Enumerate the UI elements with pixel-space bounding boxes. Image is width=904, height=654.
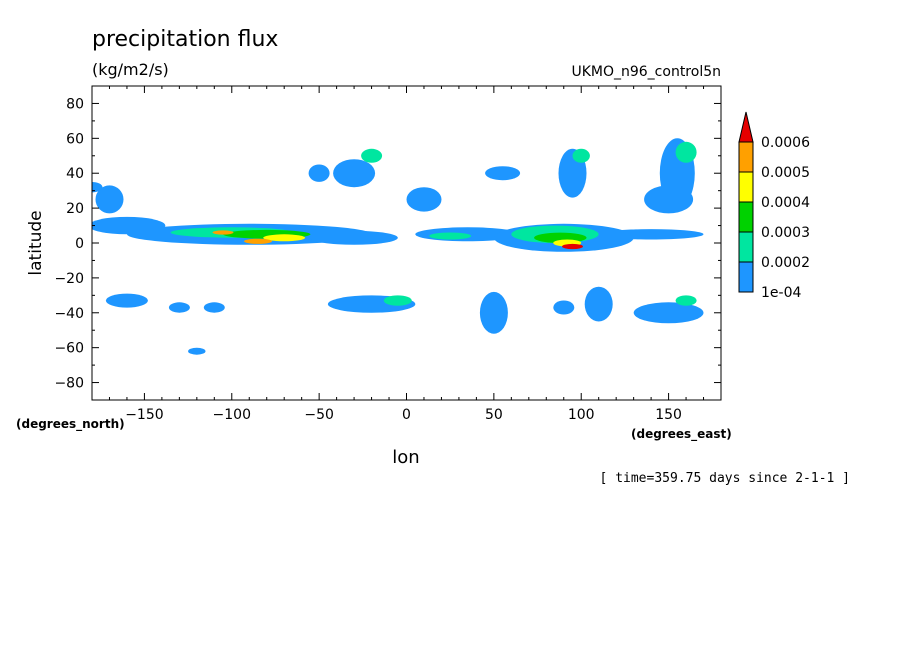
plot-area: [92, 138, 704, 355]
precip-feature-31: [584, 286, 613, 322]
x-axis-label: lon: [392, 447, 419, 468]
x-tick-label-1: −100: [213, 407, 251, 423]
y-tick-label-2: 40: [66, 166, 84, 182]
colorbar-segment-3: [738, 171, 754, 203]
precip-feature-38: [92, 182, 103, 193]
precip-feature-25: [308, 164, 330, 182]
colorbar-label-2: 0.0003: [761, 225, 810, 241]
y-tick-label-7: −60: [54, 341, 84, 357]
precip-feature-24: [485, 166, 521, 181]
y-tick-label-6: −40: [54, 306, 84, 322]
x-tick-label-5: 100: [568, 407, 595, 423]
precip-feature-26: [95, 185, 124, 214]
y-tick-label-3: 20: [66, 201, 84, 217]
precip-feature-35: [203, 302, 225, 313]
precip-feature-4: [263, 234, 306, 242]
colorbar-extend-arrow: [738, 111, 754, 143]
x-tick-label-6: 150: [655, 407, 682, 423]
colorbar-label-4: 0.0005: [761, 165, 810, 181]
precip-feature-14: [562, 243, 583, 250]
dataset-label: UKMO_n96_control5n: [571, 64, 721, 80]
colorbar-segment-4: [738, 141, 754, 173]
precip-feature-27: [105, 293, 148, 308]
x-tick-label-4: 50: [485, 407, 503, 423]
axes: −150 −100 −50 0 50 100 150 80 60 40 20 0 −20 −40 −60 −8…: [54, 86, 721, 423]
precip-feature-6: [212, 230, 234, 235]
x-tick-label-3: 0: [402, 407, 411, 423]
colorbar-segment-0: [738, 261, 754, 293]
chart-title: precipitation flux: [92, 27, 278, 52]
colorbar-segment-2: [738, 201, 754, 233]
precip-feature-20: [572, 148, 590, 163]
precip-feature-18: [644, 185, 694, 214]
precip-feature-7: [310, 230, 398, 245]
colorbar-label-5: 0.0006: [761, 135, 810, 151]
colorbar-segment-1: [738, 231, 754, 263]
time-label: [ time=359.75 days since 2-1-1 ]: [600, 471, 850, 486]
y-axis-label: latitude: [26, 210, 46, 275]
y-tick-label-8: −80: [54, 376, 84, 392]
precip-feature-34: [168, 302, 190, 313]
precip-feature-21: [406, 187, 442, 212]
precip-feature-17: [675, 141, 697, 163]
precip-feature-23: [361, 148, 383, 163]
precip-feature-37: [188, 347, 206, 355]
y-units-label: (degrees_north): [16, 417, 125, 432]
precip-feature-36: [553, 300, 575, 315]
x-tick-label-2: −50: [304, 407, 334, 423]
x-tick-label-0: −150: [125, 407, 163, 423]
y-tick-label-0: 80: [66, 96, 84, 112]
precip-feature-32: [633, 302, 704, 324]
precip-feature-9: [429, 232, 472, 240]
colorbar-label-1: 0.0002: [761, 255, 810, 271]
precip-feature-29: [383, 295, 412, 306]
y-tick-label-4: 0: [75, 236, 84, 252]
colorbar-label-3: 0.0004: [761, 195, 810, 211]
y-tick-label-5: −20: [54, 271, 84, 287]
precip-feature-22: [333, 159, 376, 188]
y-tick-label-1: 60: [66, 131, 84, 147]
precip-feature-15: [598, 229, 704, 240]
colorbar-label-0: 1e-04: [761, 285, 801, 301]
precip-feature-33: [675, 295, 697, 306]
units-label: (kg/m2/s): [92, 60, 169, 79]
precip-feature-5: [244, 238, 272, 244]
precip-feature-30: [479, 291, 508, 334]
x-units-label: (degrees_east): [631, 427, 732, 442]
colorbar: 1e-04 0.0002 0.0003 0.0004 0.0005 0.0006: [738, 111, 810, 301]
